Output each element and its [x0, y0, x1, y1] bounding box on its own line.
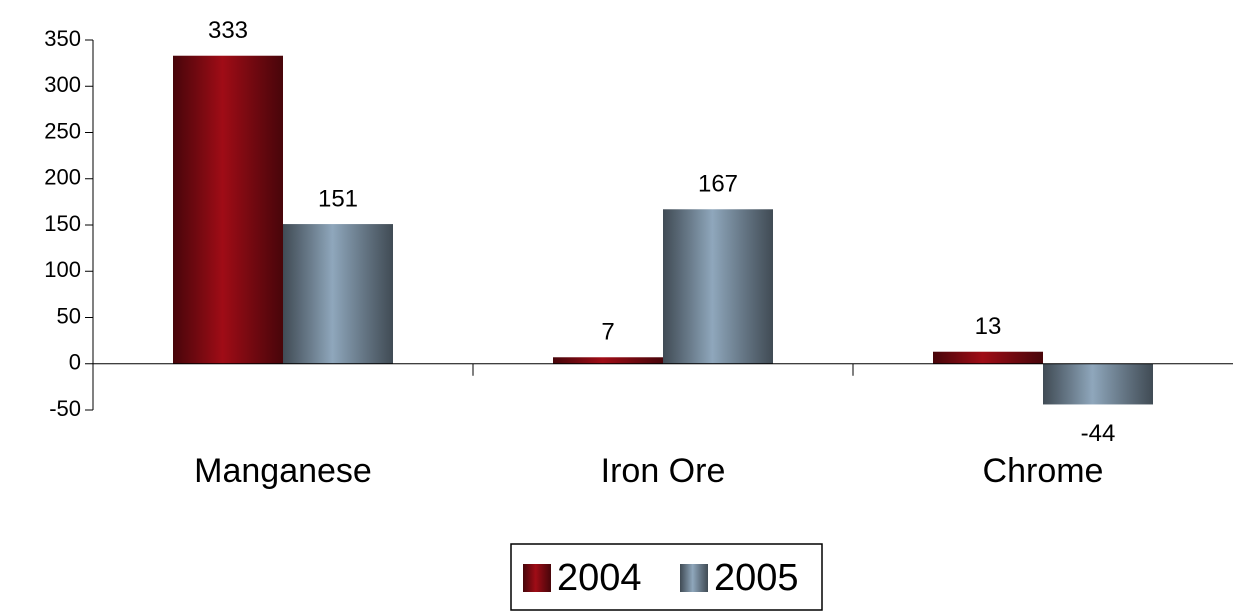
bar [1043, 363, 1153, 405]
y-tick-label: 50 [57, 303, 81, 328]
data-label: 333 [208, 17, 248, 44]
y-tick-label: -50 [49, 396, 81, 421]
y-tick-label: 100 [44, 257, 81, 282]
data-label: 7 [601, 319, 614, 346]
y-tick-label: 300 [44, 72, 81, 97]
legend-swatch [523, 564, 551, 592]
y-tick-label: 350 [44, 26, 81, 51]
x-tick-label: Manganese [194, 452, 372, 490]
bar [553, 357, 663, 364]
x-tick-label: Chrome [983, 452, 1104, 490]
y-tick-label: 0 [69, 350, 81, 375]
legend-label: 2004 [557, 557, 642, 599]
y-tick-label: 250 [44, 118, 81, 143]
bar [663, 209, 773, 364]
data-label: -44 [1081, 420, 1116, 447]
legend-box [510, 543, 823, 611]
data-label: 13 [975, 313, 1002, 340]
y-tick-label: 150 [44, 211, 81, 236]
data-label: 167 [698, 171, 738, 198]
bar [933, 351, 1043, 364]
data-label: 151 [318, 185, 358, 212]
x-tick-label: Iron Ore [601, 452, 726, 490]
legend-label: 2005 [714, 557, 799, 599]
bar [283, 224, 393, 364]
y-tick-label: 200 [44, 165, 81, 190]
legend-swatch [680, 564, 708, 592]
bar [173, 55, 283, 364]
